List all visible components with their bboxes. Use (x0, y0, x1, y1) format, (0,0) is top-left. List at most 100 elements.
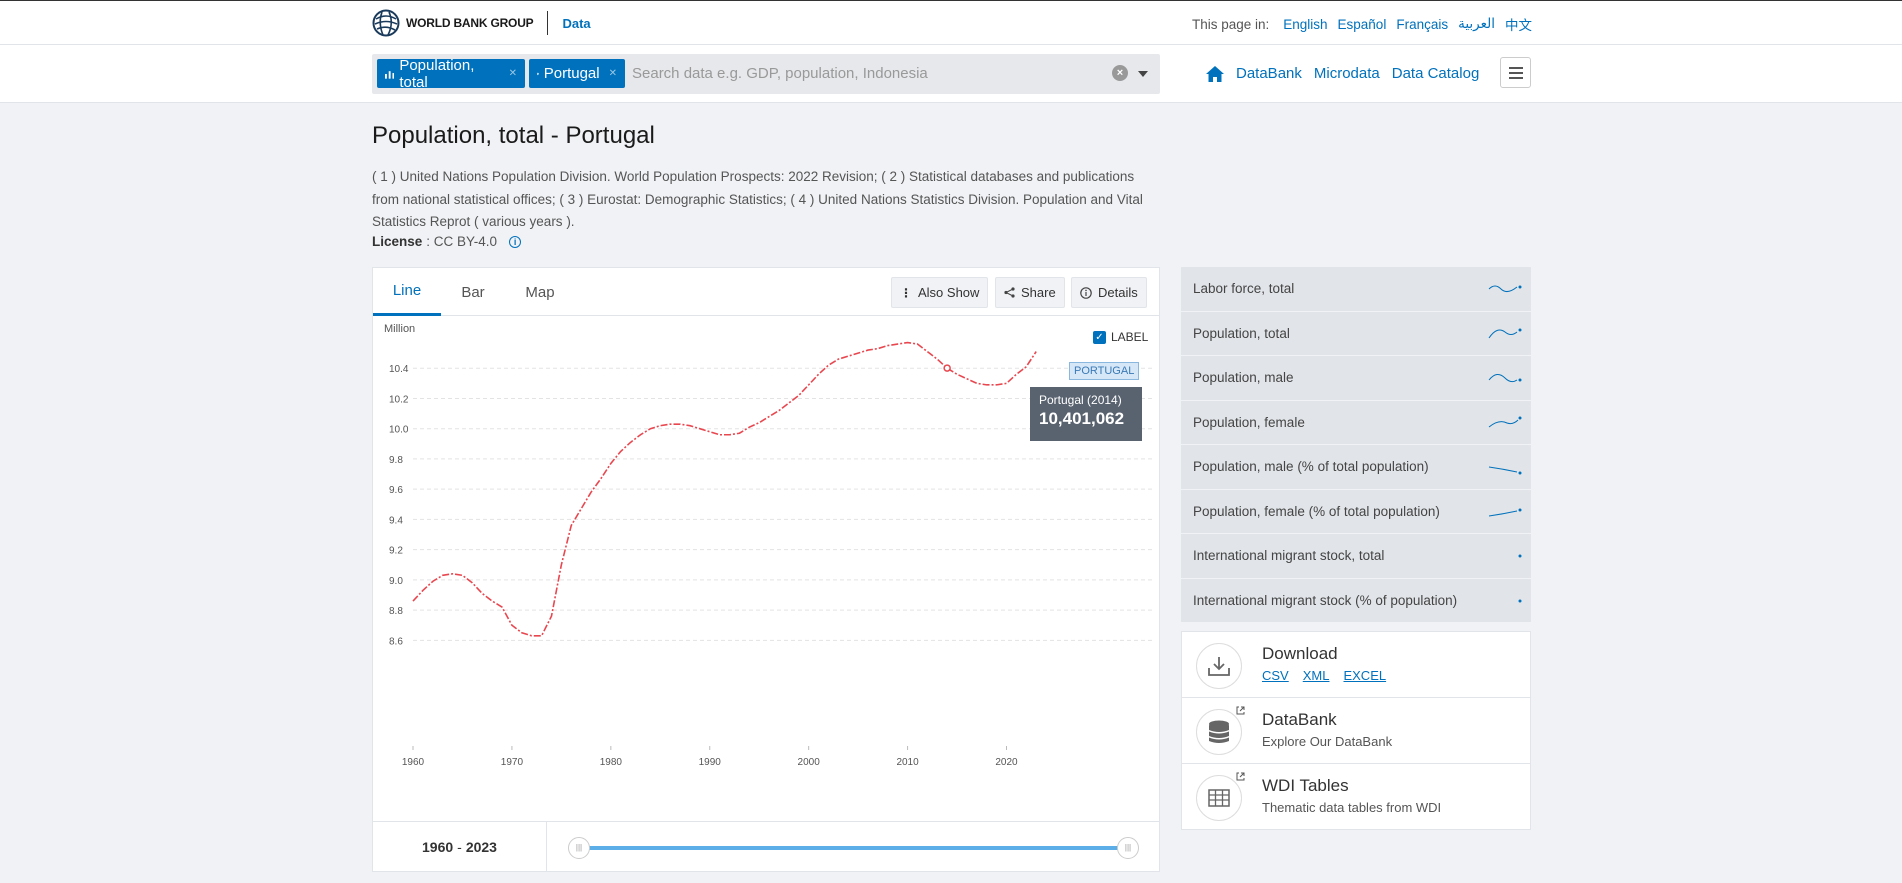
checkbox-checked-icon[interactable]: ✓ (1093, 330, 1106, 344)
related-item[interactable]: Population, female (% of total populatio… (1181, 489, 1531, 534)
country-chip[interactable]: Portugal ✕ (529, 59, 625, 88)
related-item-label: Labor force, total (1193, 281, 1295, 297)
indicator-chip[interactable]: Population, total ✕ (377, 57, 525, 91)
x-tick-label: 1970 (501, 757, 524, 768)
x-tick-label: 2000 (798, 757, 821, 768)
related-item-label: Population, male (1193, 370, 1294, 386)
license-value: : CC BY-4.0 (426, 234, 498, 249)
globe-icon (372, 9, 400, 37)
related-item-label: International migrant stock, total (1193, 548, 1385, 564)
nav-databank[interactable]: DataBank (1236, 65, 1302, 82)
lang-arabic[interactable]: العربية (1458, 16, 1495, 31)
related-indicators: Labor force, total Population, total Pop… (1181, 267, 1531, 623)
slider-handle-end[interactable]: ||| (1117, 837, 1139, 859)
download-row: Download CSV XML EXCEL (1182, 632, 1530, 698)
x-tick-label: 1960 (402, 757, 425, 768)
nav-microdata[interactable]: Microdata (1313, 65, 1380, 82)
share-button[interactable]: Share (995, 277, 1065, 308)
sparkline-icon (1488, 374, 1522, 383)
y-tick-label: 10.0 (389, 425, 409, 436)
y-unit-label: Million (384, 323, 416, 335)
sparkline-icon (1488, 328, 1522, 338)
resources-card: Download CSV XML EXCEL DataBank Explore … (1181, 631, 1531, 830)
y-tick-label: 9.6 (389, 485, 403, 496)
databank-title[interactable]: DataBank (1262, 710, 1337, 729)
tab-map[interactable]: Map (525, 283, 555, 301)
series-line-portugal[interactable] (412, 341, 1037, 637)
table-icon (1196, 775, 1242, 821)
wdi-row[interactable]: WDI Tables Thematic data tables from WDI (1182, 764, 1530, 830)
info-icon[interactable]: i (509, 235, 522, 248)
slider-track[interactable] (579, 846, 1131, 850)
highlight-point[interactable] (943, 364, 951, 372)
hamburger-menu-icon[interactable] (1500, 57, 1531, 88)
related-item[interactable]: Labor force, total (1181, 267, 1531, 312)
databank-subtitle: Explore Our DataBank (1262, 734, 1393, 749)
label-toggle[interactable]: ✓ LABEL (1093, 330, 1148, 344)
section-name[interactable]: Data (562, 15, 591, 31)
source-note: ( 1 ) United Nations Population Division… (372, 169, 1143, 229)
nav-data-catalog[interactable]: Data Catalog (1391, 65, 1480, 82)
related-item[interactable]: Population, male (% of total population) (1181, 445, 1531, 490)
remove-chip-icon[interactable]: ✕ (508, 68, 517, 79)
search-input[interactable]: Search data e.g. GDP, population, Indone… (632, 65, 928, 82)
tab-bar[interactable]: Bar (461, 283, 485, 301)
details-button[interactable]: Details (1071, 277, 1147, 308)
top-header: WORLD BANK GROUP Data This page in: Engl… (0, 0, 1902, 45)
y-tick-label: 10.2 (389, 394, 409, 405)
x-tick-label: 2020 (995, 757, 1018, 768)
related-item[interactable]: Population, male (1181, 356, 1531, 401)
chart-tooltip: Portugal (2014) 10,401,062 (1030, 387, 1142, 441)
external-link-icon (1236, 706, 1245, 715)
share-label: Share (1021, 285, 1056, 300)
related-item-label: International migrant stock (% of popula… (1193, 592, 1458, 608)
related-item[interactable]: International migrant stock (% of popula… (1181, 578, 1531, 623)
download-csv-link[interactable]: CSV (1262, 668, 1289, 683)
tooltip-title: Portugal (2014) (1039, 393, 1122, 407)
y-tick-label: 9.0 (389, 576, 403, 587)
slider-handle-start[interactable]: ||| (568, 837, 590, 859)
tooltip-value: 10,401,062 (1039, 409, 1125, 428)
search-box[interactable]: Population, total ✕ Portugal ✕ Search da… (372, 54, 1160, 94)
lang-francais[interactable]: Français (1396, 16, 1449, 32)
related-item[interactable]: Population, total (1181, 311, 1531, 356)
sparkline-icon (1488, 466, 1522, 475)
brand-divider (547, 11, 549, 35)
home-icon[interactable] (1206, 65, 1224, 82)
remove-chip-icon[interactable]: ✕ (608, 68, 617, 79)
y-tick-label: 8.8 (389, 606, 403, 617)
page-title: Population, total - Portugal (372, 122, 655, 149)
language-label: This page in: (1191, 16, 1270, 32)
label-toggle-text: LABEL (1111, 330, 1149, 344)
chevron-down-icon[interactable] (1138, 71, 1148, 77)
lang-espanol[interactable]: Español (1337, 16, 1387, 32)
download-links: CSV XML EXCEL (1262, 668, 1386, 683)
license-label: License (372, 234, 423, 249)
related-item[interactable]: Population, female (1181, 400, 1531, 445)
info-circle-icon (1080, 286, 1092, 299)
clear-search-icon[interactable]: × (1112, 65, 1128, 81)
external-link-icon (1236, 772, 1245, 781)
series-label: PORTUGAL (1069, 362, 1140, 380)
world-bank-logo[interactable]: WORLD BANK GROUP Data (372, 9, 591, 37)
also-show-button[interactable]: ⋮ Also Show (891, 277, 989, 308)
y-tick-label: 10.4 (389, 364, 409, 375)
database-icon (1196, 709, 1242, 755)
related-item-label: Population, female (% of total populatio… (1193, 503, 1440, 519)
lang-chinese[interactable]: 中文 (1505, 18, 1532, 33)
download-excel-link[interactable]: EXCEL (1343, 668, 1387, 683)
wdi-title[interactable]: WDI Tables (1262, 776, 1349, 795)
location-pin-icon (537, 72, 539, 75)
chart-tabs: Line Bar Map ⋮ Also Show Share Details (373, 268, 1159, 316)
year-range-slider: 1960 - 2023 ||| ||| (373, 821, 1159, 872)
tab-line[interactable]: Line (373, 268, 441, 316)
line-chart: 8.6 8.8 9.0 9.2 9.4 9.6 9.8 10.0 10.2 10.4 1960 197… (389, 341, 1153, 768)
x-tick-label: 1990 (699, 757, 722, 768)
search-row: Population, total ✕ Portugal ✕ Search da… (0, 45, 1902, 103)
related-item[interactable]: International migrant stock, total (1181, 534, 1531, 579)
download-xml-link[interactable]: XML (1302, 668, 1330, 683)
download-icon (1196, 643, 1242, 689)
databank-row[interactable]: DataBank Explore Our DataBank (1182, 698, 1530, 764)
brand-name: WORLD BANK GROUP (406, 16, 534, 30)
lang-english[interactable]: English (1283, 16, 1328, 32)
